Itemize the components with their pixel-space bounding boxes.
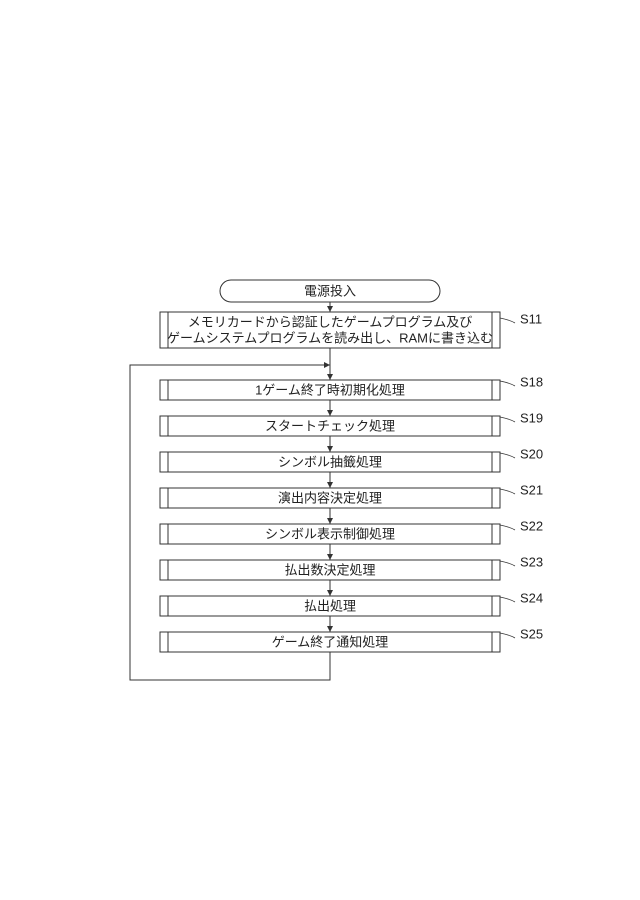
label-connector-2 — [500, 417, 515, 422]
process-label-S22: シンボル表示制御処理 — [265, 526, 395, 541]
process-label-S11-2: ゲームシステムプログラムを読み出し、RAMに書き込む — [167, 330, 493, 345]
step-id-S25: S25 — [520, 626, 543, 641]
label-connector-7 — [500, 597, 515, 602]
process-label-S25: ゲーム終了通知処理 — [272, 634, 389, 649]
process-label-S19: スタートチェック処理 — [265, 418, 395, 433]
label-connector-3 — [500, 453, 515, 458]
label-connector-0 — [500, 318, 515, 323]
process-label-S18: 1ゲーム終了時初期化処理 — [255, 382, 405, 397]
step-id-S11: S11 — [520, 311, 542, 326]
step-id-S22: S22 — [520, 518, 543, 533]
step-id-S21: S21 — [520, 482, 543, 497]
label-connector-8 — [500, 633, 515, 638]
step-id-S19: S19 — [520, 410, 543, 425]
process-label-S24: 払出処理 — [304, 598, 356, 613]
label-connector-5 — [500, 525, 515, 530]
process-label-S20: シンボル抽籤処理 — [278, 454, 382, 469]
step-id-S23: S23 — [520, 554, 543, 569]
start-label: 電源投入 — [304, 283, 356, 298]
label-connector-6 — [500, 561, 515, 566]
label-connector-1 — [500, 381, 515, 386]
process-label-S23: 払出数決定処理 — [284, 562, 375, 577]
step-id-S24: S24 — [520, 590, 543, 605]
step-id-S18: S18 — [520, 374, 543, 389]
flowchart-diagram: 電源投入メモリカードから認証したゲームプログラム及びゲームシステムプログラムを読… — [0, 0, 640, 900]
step-id-S20: S20 — [520, 446, 543, 461]
process-label-S21: 演出内容決定処理 — [278, 490, 382, 505]
label-connector-4 — [500, 489, 515, 494]
process-label-S11-1: メモリカードから認証したゲームプログラム及び — [188, 314, 472, 329]
